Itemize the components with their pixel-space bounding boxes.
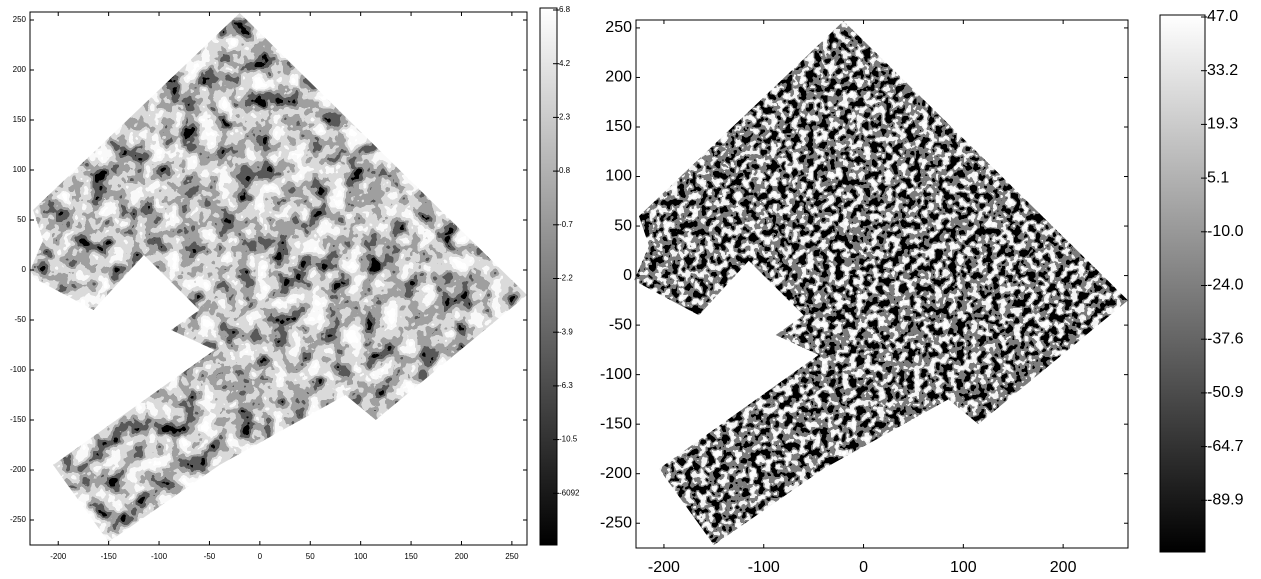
survey-image bbox=[636, 20, 1128, 546]
y-tick-label: 50 bbox=[17, 215, 26, 224]
x-tick-label: 250 bbox=[505, 552, 519, 561]
colorbar-tick-label: -24.0 bbox=[1207, 277, 1244, 294]
colorbar-tick-label: -10.5 bbox=[559, 435, 578, 444]
x-tick-label: 200 bbox=[1050, 559, 1077, 576]
colorbar-tick-label: -89.9 bbox=[1207, 492, 1244, 509]
colorbar bbox=[539, 7, 558, 546]
colorbar-tick-label: -37.6 bbox=[1207, 330, 1244, 347]
colorbar-tick-label: 4.2 bbox=[559, 59, 571, 68]
y-tick-label: -50 bbox=[14, 315, 26, 324]
x-tick-label: -200 bbox=[50, 552, 67, 561]
plot-frame bbox=[635, 19, 1129, 549]
y-tick-label: -150 bbox=[600, 415, 632, 432]
y-tick-label: 150 bbox=[605, 118, 632, 135]
y-tick-label: -250 bbox=[600, 514, 632, 531]
y-tick-label: 250 bbox=[605, 19, 632, 36]
x-tick-label: -50 bbox=[204, 552, 216, 561]
survey-image bbox=[30, 13, 527, 542]
x-tick-label: 200 bbox=[455, 552, 469, 561]
colorbar-tick-label: -0.7 bbox=[559, 220, 573, 229]
colorbar-tick-label: -6.3 bbox=[559, 381, 573, 390]
colorbar-tick-label: -3.9 bbox=[559, 327, 573, 336]
x-tick-label: 50 bbox=[306, 552, 315, 561]
colorbar bbox=[1159, 14, 1206, 553]
y-tick-label: 50 bbox=[614, 217, 632, 234]
x-tick-label: 0 bbox=[258, 552, 263, 561]
y-tick-label: 200 bbox=[13, 65, 27, 74]
colorbar-tick-label: -10.0 bbox=[1207, 223, 1244, 240]
x-tick-label: 100 bbox=[950, 559, 977, 576]
x-tick-label: -100 bbox=[151, 552, 168, 561]
y-tick-label: 150 bbox=[13, 115, 27, 124]
x-tick-label: -150 bbox=[101, 552, 118, 561]
colorbar-tick-label: 19.3 bbox=[1207, 116, 1238, 133]
y-tick-label: -50 bbox=[609, 316, 632, 333]
x-tick-label: 100 bbox=[354, 552, 368, 561]
y-tick-label: 250 bbox=[13, 15, 27, 24]
colorbar-tick-label: 47.0 bbox=[1207, 8, 1238, 25]
colorbar-tick-label: 6.8 bbox=[559, 5, 571, 14]
x-tick-label: 150 bbox=[404, 552, 418, 561]
colorbar-tick-label: 5.1 bbox=[1207, 169, 1229, 186]
colorbar-tick-label: 0.8 bbox=[559, 166, 571, 175]
plot-frame bbox=[29, 11, 528, 546]
colorbar-tick-label: -50.9 bbox=[1207, 384, 1244, 401]
colorbar-tick-label: -2.2 bbox=[559, 274, 573, 283]
y-tick-label: -100 bbox=[10, 365, 27, 374]
colorbar-tick-label: -64.7 bbox=[1207, 438, 1244, 455]
y-tick-label: -250 bbox=[10, 515, 27, 524]
x-tick-label: -100 bbox=[748, 559, 780, 576]
y-tick-label: 0 bbox=[623, 267, 632, 284]
y-tick-label: 100 bbox=[605, 168, 632, 185]
x-tick-label: -200 bbox=[648, 559, 680, 576]
y-tick-label: 0 bbox=[22, 265, 27, 274]
y-tick-label: 200 bbox=[605, 69, 632, 86]
y-tick-label: -200 bbox=[10, 465, 27, 474]
y-tick-label: -150 bbox=[10, 415, 27, 424]
colorbar-tick-label: -6092 bbox=[559, 488, 580, 497]
y-tick-label: -200 bbox=[600, 465, 632, 482]
colorbar-tick-label: 33.2 bbox=[1207, 62, 1238, 79]
y-tick-label: 100 bbox=[13, 165, 27, 174]
x-tick-label: 0 bbox=[859, 559, 868, 576]
colorbar-tick-label: 2.3 bbox=[559, 113, 571, 122]
y-tick-label: -100 bbox=[600, 366, 632, 383]
